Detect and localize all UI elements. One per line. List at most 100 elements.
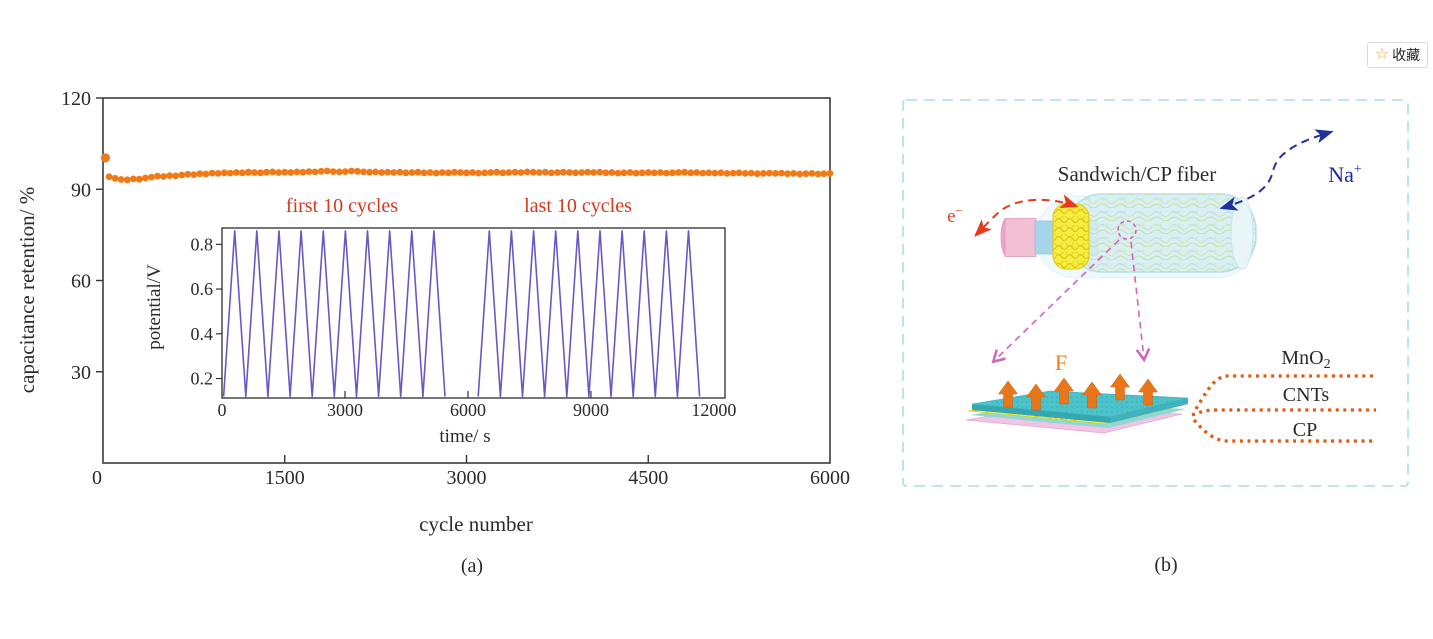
scatter-point <box>432 169 440 177</box>
scatter-point <box>729 169 737 177</box>
zoom-callout-circle <box>1117 220 1137 240</box>
scatter-point <box>323 167 331 175</box>
scatter-point <box>687 169 695 177</box>
scatter-point <box>590 169 598 176</box>
scatter-point <box>263 168 270 176</box>
scatter-point <box>366 168 373 176</box>
e-sup: − <box>956 203 963 218</box>
scatter-point <box>529 168 537 176</box>
scatter-point <box>426 169 434 176</box>
scatter-point <box>505 169 513 176</box>
scatter-point <box>220 169 228 177</box>
sheet-top-texture <box>972 391 1188 417</box>
gcd-inset-plot: 0 3000 6000 9000 12000 0.2 0.4 0.6 0.8 <box>191 227 736 420</box>
inset-x-tick-label: 3000 <box>327 400 363 420</box>
scatter-point <box>802 170 810 178</box>
scatter-point <box>214 170 222 177</box>
scatter-point <box>135 175 143 183</box>
fiber-title: Sandwich/CP fiber <box>1058 162 1216 186</box>
scatter-point <box>202 170 210 178</box>
scatter-point <box>760 170 767 177</box>
scatter-point <box>675 169 682 176</box>
scatter-point <box>699 169 707 177</box>
scatter-point <box>681 168 688 176</box>
panel-b-label: (b) <box>1154 554 1177 576</box>
y-tick-label: 60 <box>71 271 91 293</box>
force-arrow <box>998 380 1018 408</box>
annotation-first-cycles: first 10 cycles <box>286 195 398 217</box>
scatter-point <box>669 169 676 177</box>
y-tick-label: 120 <box>61 88 91 110</box>
scatter-point <box>747 169 755 177</box>
inset-x-tick-label: 0 <box>218 400 227 420</box>
cp-core-cylinder <box>1004 218 1037 257</box>
mno2-shell-mesh <box>1066 194 1256 272</box>
scatter-point <box>378 169 386 176</box>
sheet-right-face <box>1110 398 1188 423</box>
scatter-point <box>535 169 543 176</box>
inset-y-axis-title: potential/V <box>144 264 165 350</box>
scatter-point <box>693 169 701 176</box>
scatter-point <box>481 169 489 177</box>
scatter-point <box>269 168 276 176</box>
scatter-point <box>541 168 549 176</box>
scatter-point <box>644 169 652 176</box>
scatter-point <box>354 167 361 175</box>
scatter-point <box>329 168 337 176</box>
x-tick-label: 3000 <box>447 467 487 489</box>
shell-endcap <box>1230 196 1254 270</box>
scatter-point <box>723 170 731 177</box>
scatter-point <box>251 169 258 176</box>
scatter-point <box>257 169 264 177</box>
na-sup: + <box>1354 162 1362 177</box>
scatter-point <box>238 169 246 177</box>
scatter-point <box>547 169 555 177</box>
scatter-point <box>299 168 307 176</box>
panel-b-border <box>902 99 1409 487</box>
scatter-point <box>766 169 773 177</box>
na-ion-label: Na+ <box>1328 162 1362 187</box>
scatter-point <box>705 169 713 177</box>
scatter-point <box>626 169 634 176</box>
scatter-point <box>475 169 482 177</box>
x-tick-label: 6000 <box>810 467 850 489</box>
scatter-point <box>172 172 180 180</box>
scatter-point <box>341 168 349 176</box>
scatter-point <box>493 168 501 176</box>
mno2-base: MnO <box>1281 347 1323 369</box>
scatter-point <box>578 169 585 176</box>
force-arrow <box>1138 378 1158 406</box>
scatter-point <box>348 167 355 175</box>
scatter-point <box>208 169 216 177</box>
scatter-point <box>796 170 804 178</box>
scatter-point <box>396 168 404 176</box>
scatter-point <box>632 169 640 177</box>
star-icon: ☆ <box>1374 46 1390 63</box>
scatter-point <box>311 168 319 176</box>
scatter-point <box>317 167 325 175</box>
scatter-point <box>826 170 834 177</box>
force-arrow <box>1082 381 1102 409</box>
scatter-point <box>469 169 476 176</box>
favorite-button[interactable]: ☆ 收藏 <box>1367 42 1428 68</box>
e-base: e <box>947 206 955 227</box>
scatter-point <box>390 169 398 176</box>
leader-cp <box>1192 418 1376 443</box>
scatter-point <box>620 169 628 177</box>
scatter-point <box>596 168 604 176</box>
scatter-point <box>372 168 379 176</box>
y-axis-title: capacitance retention/ % <box>15 187 39 393</box>
callout-line-right <box>1130 241 1144 359</box>
inset-y-tick-label: 0.8 <box>191 234 214 254</box>
cnts-label: CNTs <box>1283 384 1330 406</box>
scatter-point <box>741 170 749 177</box>
mno2-sub: 2 <box>1324 357 1331 372</box>
scatter-point <box>245 168 252 176</box>
scatter-point <box>184 170 192 178</box>
scatter-point <box>402 169 410 177</box>
scatter-point <box>451 168 458 176</box>
scatter-point <box>305 168 313 176</box>
x-tick-label: 0 <box>92 467 102 489</box>
